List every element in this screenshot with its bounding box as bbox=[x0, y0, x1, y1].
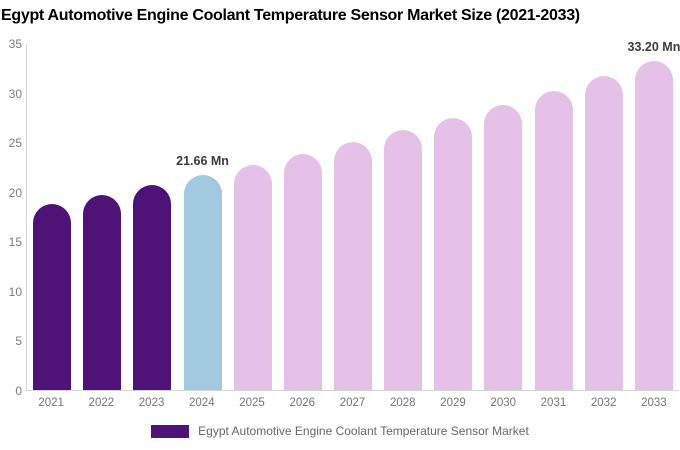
y-axis-label-35: 35 bbox=[8, 37, 22, 51]
bar-2025 bbox=[233, 165, 272, 390]
x-label-2022: 2022 bbox=[88, 397, 115, 409]
bar-slot-2032 bbox=[579, 44, 629, 390]
bar-2032 bbox=[584, 76, 623, 390]
x-label-2024: 2024 bbox=[189, 397, 215, 409]
y-axis-label-10: 10 bbox=[8, 285, 22, 299]
x-label-2028: 2028 bbox=[389, 397, 416, 409]
x-axis: 2021 2022 2023 2024 2025 2026 2027 2028 2029 2030… bbox=[26, 397, 679, 409]
x-label-2023: 2023 bbox=[138, 397, 165, 409]
bar-slot-2028 bbox=[378, 44, 428, 390]
bar-slot-2027 bbox=[328, 44, 378, 390]
chart-title: Egypt Automotive Engine Coolant Temperat… bbox=[1, 7, 580, 24]
x-label-2025: 2025 bbox=[239, 397, 265, 409]
bar-slot-2029 bbox=[428, 44, 478, 390]
bar-2029 bbox=[434, 118, 473, 390]
bar-slot-2026 bbox=[278, 44, 328, 390]
bar-2023 bbox=[133, 185, 172, 390]
x-label-2027: 2027 bbox=[339, 397, 366, 409]
plot-area: 21.66 Mn 33.20 Mn bbox=[26, 40, 680, 391]
x-label-2032: 2032 bbox=[590, 397, 617, 409]
bar-slot-2024: 21.66 Mn bbox=[176, 44, 229, 390]
y-axis-label-5: 5 bbox=[15, 334, 22, 348]
x-label-2031: 2031 bbox=[540, 397, 567, 409]
x-label-2033: 2033 bbox=[641, 397, 667, 409]
bar-2026 bbox=[283, 154, 322, 390]
bar-2022 bbox=[83, 195, 122, 390]
bar-value-label-2033: 33.20 Mn bbox=[627, 40, 680, 54]
bar-2033 bbox=[634, 61, 673, 390]
bar-2024 bbox=[183, 175, 222, 390]
x-label-2030: 2030 bbox=[490, 397, 517, 409]
bar-slot-2022 bbox=[77, 44, 127, 390]
bar-value-label-2024: 21.66 Mn bbox=[176, 154, 229, 168]
bar-slot-2030 bbox=[478, 44, 528, 390]
bar-2030 bbox=[484, 105, 523, 390]
x-label-2021: 2021 bbox=[38, 397, 64, 409]
legend-label: Egypt Automotive Engine Coolant Temperat… bbox=[198, 424, 529, 438]
x-label-2026: 2026 bbox=[289, 397, 316, 409]
y-axis-label-15: 15 bbox=[8, 235, 22, 249]
x-label-2029: 2029 bbox=[440, 397, 466, 409]
legend-item[interactable]: Egypt Automotive Engine Coolant Temperat… bbox=[0, 424, 680, 438]
bar-slot-2023 bbox=[127, 44, 177, 390]
bar-slot-2033: 33.20 Mn bbox=[628, 40, 680, 390]
y-axis-label-0: 0 bbox=[15, 384, 22, 398]
bar-slot-2021 bbox=[27, 44, 77, 390]
y-axis-label-30: 30 bbox=[8, 87, 22, 101]
bar-2021 bbox=[33, 204, 72, 390]
legend-swatch-icon bbox=[151, 424, 190, 438]
bar-2031 bbox=[534, 91, 573, 390]
bar-2027 bbox=[334, 142, 373, 390]
bar-2028 bbox=[384, 130, 423, 390]
bar-slot-2025 bbox=[228, 44, 278, 390]
bar-slot-2031 bbox=[529, 44, 579, 390]
y-axis-label-25: 25 bbox=[8, 136, 22, 150]
y-axis-label-20: 20 bbox=[8, 186, 22, 200]
